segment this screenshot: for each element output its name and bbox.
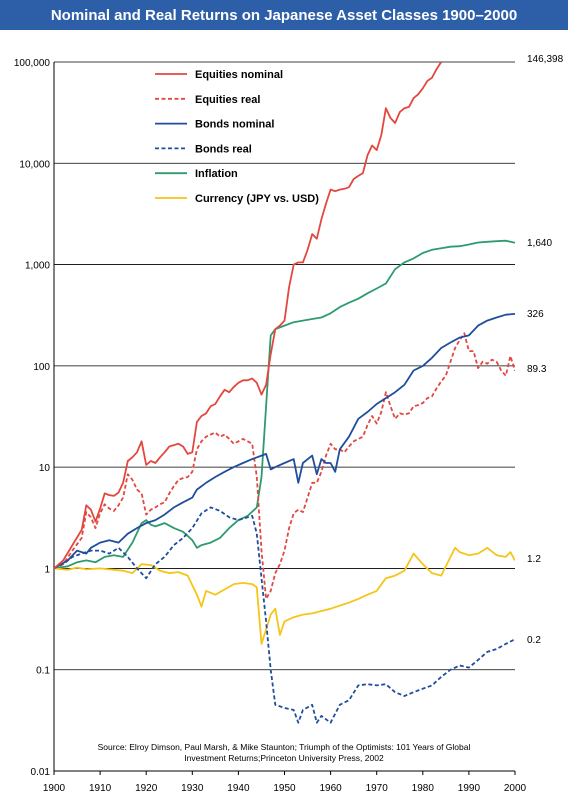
source-line: Source: Elroy Dimson, Paul Marsh, & Mike… <box>98 742 471 752</box>
y-tick-label: 10,000 <box>19 159 50 170</box>
axes: 100,000 10,000 1,000 100 10 1 0.1 0.01 1900 1910 1… <box>14 58 527 794</box>
x-tick-label: 1990 <box>458 783 481 794</box>
x-tick-label: 1950 <box>273 783 296 794</box>
legend-label: Currency (JPY vs. USD) <box>195 193 319 205</box>
series-line-bonds-real <box>54 506 515 724</box>
series-line-inflation <box>54 239 515 570</box>
series-line-equities-real <box>54 332 515 600</box>
x-tick-label: 1960 <box>319 783 342 794</box>
legend-label: Bonds nominal <box>195 119 274 131</box>
end-labels: 146,398 89.3 326 0.2 1,640 1.2 <box>527 54 564 646</box>
end-value-label: 0.2 <box>527 635 541 646</box>
legend-label: Inflation <box>195 168 238 180</box>
y-tick-label: 0.01 <box>31 767 51 778</box>
end-value-label: 326 <box>527 309 544 320</box>
x-tick-label: 1970 <box>366 783 389 794</box>
legend-label: Equities nominal <box>195 69 283 81</box>
x-tick-label: 1910 <box>89 783 112 794</box>
series-lines <box>54 62 515 724</box>
grid-lines <box>54 61 515 772</box>
source-line: Investment Returns;Princeton University … <box>184 753 384 763</box>
y-tick-label: 100,000 <box>14 58 51 69</box>
x-tick-label: 1980 <box>412 783 435 794</box>
x-tick-label: 1940 <box>227 783 250 794</box>
y-tick-label: 10 <box>39 463 51 474</box>
x-tick-label: 1920 <box>135 783 158 794</box>
source-note: Source: Elroy Dimson, Paul Marsh, & Mike… <box>98 742 471 763</box>
legend-label: Equities real <box>195 94 260 106</box>
series-line-equities-nominal <box>54 62 442 570</box>
legend-label: Bonds real <box>195 143 252 155</box>
x-tick-label: 1930 <box>181 783 204 794</box>
end-value-label: 1.2 <box>527 554 541 565</box>
y-tick-label: 1 <box>44 564 50 575</box>
end-value-label: 89.3 <box>527 364 547 375</box>
y-tick-label: 100 <box>33 362 50 373</box>
x-tick-label: 2000 <box>504 783 527 794</box>
legend: Equities nominal Equities real Bonds nomin… <box>155 69 319 205</box>
y-tick-label: 0.1 <box>36 666 50 677</box>
y-tick-label: 1,000 <box>25 261 50 272</box>
series-line-currency-jpy-vs-usd <box>54 546 515 645</box>
chart-title: Nominal and Real Returns on Japanese Ass… <box>51 7 517 24</box>
series-line-bonds-nominal <box>54 313 515 570</box>
end-value-label: 1,640 <box>527 238 552 249</box>
title-bar <box>0 0 568 30</box>
x-tick-label: 1900 <box>43 783 66 794</box>
end-value-label: 146,398 <box>527 54 564 65</box>
